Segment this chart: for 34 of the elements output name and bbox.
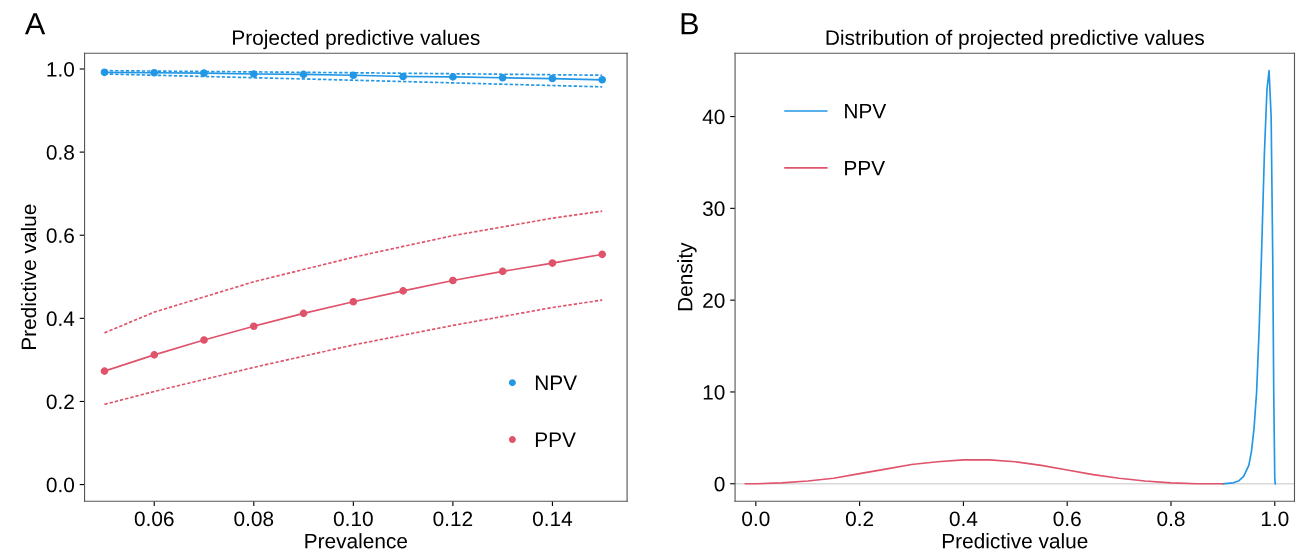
legend-label: PPV — [535, 432, 576, 447]
x-tick-label: 0.14 — [532, 511, 573, 527]
y-tick-label: 0 — [714, 476, 725, 492]
chart-title: Distribution of projected predictive values — [826, 29, 1204, 50]
y-axis-title: Predictive value — [20, 204, 37, 350]
y-tick-label: 30 — [702, 201, 725, 217]
y-tick-label: 0.6 — [46, 228, 74, 243]
x-tick-label: 1.0 — [1261, 511, 1289, 527]
y-tick-label: 10 — [703, 384, 725, 400]
text: A — [24, 13, 46, 35]
x-axis-title: Prevalence — [305, 533, 408, 549]
y-tick-label: 0.4 — [46, 311, 75, 327]
y-tick-label: 20 — [703, 293, 725, 308]
x-tick-label: 0.2 — [845, 511, 874, 527]
chart-title: Projected predictive values — [233, 29, 480, 50]
legend-label: NPV — [845, 103, 887, 119]
y-tick-label: 0.2 — [46, 394, 74, 410]
x-tick-label: 0.10 — [333, 511, 373, 527]
y-tick-label: 1.0 — [47, 61, 75, 77]
legend-label: PPV — [845, 160, 885, 176]
x-axis-title: Predictive value — [942, 533, 1088, 549]
y-tick-label: 0.8 — [46, 145, 74, 160]
x-tick-label: 0.08 — [234, 511, 274, 527]
x-tick-label: 0.12 — [433, 511, 473, 527]
x-tick-label: 0.4 — [949, 511, 978, 527]
legend-label: NPV — [535, 375, 577, 390]
x-tick-label: 0.6 — [1053, 511, 1081, 527]
x-tick-label: 0.06 — [134, 511, 174, 527]
x-tick-label: 0.8 — [1157, 511, 1185, 527]
y-axis-title: Density — [677, 242, 697, 311]
y-tick-label: 40 — [702, 109, 725, 125]
y-tick-label: 0.0 — [46, 477, 75, 493]
x-tick-label: 0.0 — [742, 511, 770, 527]
text: B — [681, 13, 698, 35]
